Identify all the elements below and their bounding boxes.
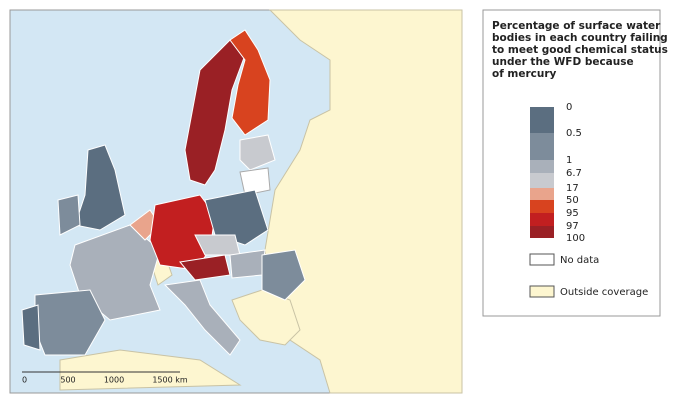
legend-tick: 50	[566, 195, 579, 206]
no-data-swatch	[529, 253, 555, 266]
legend-swatch	[530, 226, 554, 238]
ireland	[57, 194, 81, 236]
lithuania	[239, 167, 271, 196]
map	[9, 9, 463, 394]
scale-label: 1000	[104, 376, 124, 385]
legend-tick: 100	[566, 233, 585, 244]
no-data-label: No data	[560, 255, 599, 266]
legend-tick: 1	[566, 155, 572, 166]
italy	[163, 279, 241, 356]
legend-box	[482, 9, 661, 317]
scale-label: 500	[60, 376, 75, 385]
legend-tick: 17	[566, 183, 579, 194]
uk	[74, 144, 126, 231]
legend-swatch	[530, 173, 554, 188]
hungary	[229, 249, 266, 279]
legend-tick: 6.7	[566, 168, 582, 179]
scale-label: 1500 km	[152, 376, 188, 385]
finland	[229, 29, 271, 136]
legend-tick: 95	[566, 208, 579, 219]
legend-tick: 0	[566, 102, 572, 113]
poland	[204, 189, 269, 246]
portugal	[21, 304, 41, 351]
legend-title: bodies in each country failing	[492, 32, 668, 44]
legend-swatch	[530, 188, 554, 200]
legend-tick: 97	[566, 221, 579, 232]
outside-swatch	[529, 285, 555, 298]
legend-swatch	[530, 133, 554, 160]
legend-swatch	[530, 160, 554, 173]
scale-label: 0	[22, 376, 27, 385]
legend-title: Percentage of surface water	[492, 20, 661, 32]
outside-label: Outside coverage	[560, 287, 648, 298]
legend-swatch	[530, 107, 554, 133]
austria	[179, 254, 231, 281]
legend-title: to meet good chemical status	[492, 44, 668, 56]
legend	[482, 9, 661, 317]
legend-swatch	[530, 200, 554, 213]
norway-sweden	[184, 39, 246, 186]
baltics	[239, 134, 276, 171]
romania	[261, 249, 306, 301]
north-africa	[59, 349, 242, 391]
legend-title: of mercury	[492, 68, 557, 80]
legend-swatch	[530, 213, 554, 226]
legend-tick: 0.5	[566, 128, 582, 139]
legend-title: under the WFD because	[492, 56, 634, 68]
